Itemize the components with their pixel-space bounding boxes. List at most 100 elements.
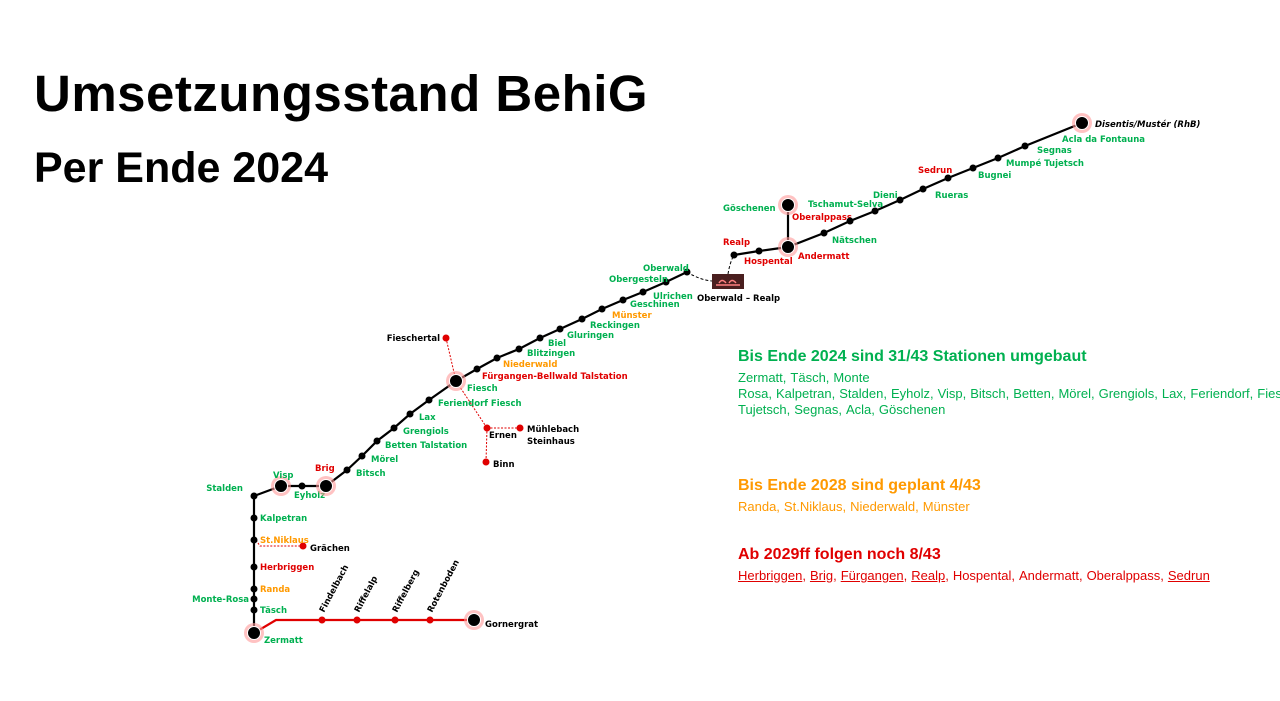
summary-planned-heading: Bis Ende 2028 sind geplant 4/43 [738, 477, 981, 494]
station-entry: Randa, [738, 499, 780, 514]
station-dot [846, 217, 854, 225]
station-entry: Realp [911, 568, 946, 583]
car-train-icon-glyph [716, 279, 740, 286]
station-entry: Grengiols, [1098, 386, 1158, 401]
station-dot [515, 345, 523, 353]
station-label: Geschinen [630, 300, 680, 310]
summary-planned: Bis Ende 2028 sind geplant 4/43 Randa, St… [738, 477, 1198, 515]
station-dot [353, 616, 361, 624]
station-dot [516, 424, 524, 432]
station-label: Visp [273, 471, 294, 481]
station-major-dot [781, 240, 795, 254]
station-dot [373, 437, 381, 445]
station-entry: Mumpé-Tujetsch, [738, 402, 791, 417]
station-label: Herbriggen [260, 563, 314, 573]
station-label: Täsch [260, 606, 287, 616]
station-dot [578, 315, 586, 323]
station-dot [250, 536, 258, 544]
station-label: Münster [612, 311, 652, 321]
station-label: Grächen [310, 544, 350, 554]
station-label: Dieni [873, 191, 898, 201]
station-entry: Fiesch, [1257, 386, 1280, 401]
station-label: Betten Talstation [385, 441, 467, 451]
station-entry: Niederwald, [850, 499, 919, 514]
station-label: Nätschen [832, 236, 877, 246]
station-entry: Kalpetran, [775, 386, 836, 401]
station-dot [482, 458, 490, 466]
station-entry: Brig [809, 568, 834, 583]
station-label: Segnas [1037, 146, 1072, 156]
station-major-dot [247, 626, 261, 640]
station-label: Randa [260, 585, 290, 595]
station-label: Biel [548, 339, 566, 349]
station-label: Riffelalp [353, 575, 380, 615]
summary-done: Bis Ende 2024 sind 31/43 Stationen umgeb… [738, 348, 1280, 418]
summary-later: Ab 2029ff folgen noch 8/43 Herbriggen, Br… [738, 546, 1210, 584]
station-label: Reckingen [590, 321, 640, 331]
station-label: Andermatt [798, 252, 849, 262]
station-entry: Hospental, [952, 568, 1015, 583]
station-dot [969, 164, 977, 172]
station-dot [250, 514, 258, 522]
station-major-dot [449, 374, 463, 388]
station-dot [662, 278, 670, 286]
station-dot [598, 305, 606, 313]
station-dot [619, 296, 627, 304]
station-label: Zermatt [264, 636, 303, 646]
station-entry: Visp, [937, 386, 967, 401]
station-entry: , [833, 568, 837, 583]
station-label: Findelbach [318, 563, 351, 614]
car-train-icon [712, 274, 744, 289]
station-entry: Fürgangen [840, 568, 904, 583]
page-title: Umsetzungsstand BehiG [34, 65, 649, 122]
station-dot [1021, 142, 1029, 150]
station-label: Monte-Rosa [192, 595, 249, 605]
station-dot [250, 595, 258, 603]
page-subtitle: Per Ende 2024 [34, 144, 329, 192]
station-label: Mörel [371, 455, 398, 465]
summary-later-heading: Ab 2029ff folgen noch 8/43 [738, 546, 941, 563]
station-label: Ernen [489, 431, 517, 441]
station-label: Acla da Fontauna [1062, 135, 1145, 145]
station-entry: Eyholz, [890, 386, 934, 401]
station-entry: Betten, [1013, 386, 1055, 401]
station-label: Brig [315, 464, 335, 474]
station-entry: Segnas, [794, 402, 842, 417]
station-entry: St.Niklaus, [783, 499, 847, 514]
station-dot [730, 251, 738, 259]
station-dot [406, 410, 414, 418]
station-entry: Andermatt, [1018, 568, 1083, 583]
station-label: Gluringen [567, 331, 614, 341]
station-label: Mumpé Tujetsch [1006, 158, 1084, 169]
station-entry: Täsch, [790, 370, 830, 385]
station-label: Fürgangen-Bellwald Talstation [482, 372, 628, 382]
station-entry: Feriendorf, [1190, 386, 1254, 401]
station-entry: , [802, 568, 806, 583]
station-label: Oberalppass [792, 213, 852, 223]
station-dot [390, 424, 398, 432]
station-entry: Bitsch, [970, 386, 1010, 401]
station-dot [639, 288, 647, 296]
station-label: Realp [723, 238, 750, 248]
station-dot [493, 354, 501, 362]
station-dot [483, 424, 491, 432]
station-dot [919, 185, 927, 193]
station-label: Steinhaus [527, 437, 575, 447]
tunnel-dashed-line [727, 254, 735, 275]
station-dot [755, 247, 763, 255]
station-label: Göschenen [723, 204, 776, 214]
station-entry: Lax, [1161, 386, 1187, 401]
summary-done-heading: Bis Ende 2024 sind 31/43 Stationen umgeb… [738, 348, 1087, 365]
station-dot [250, 563, 258, 571]
station-entry: Mörel, [1058, 386, 1095, 401]
station-dot [820, 229, 828, 237]
station-entry: , [945, 568, 949, 583]
summary-later-list: Herbriggen, Brig, Fürgangen, Realp, Hospenta… [738, 568, 1210, 584]
station-dot [426, 616, 434, 624]
station-entry: Sedrun [1167, 568, 1210, 583]
station-entry: , [903, 568, 908, 583]
station-label: Eyholz [294, 491, 325, 501]
station-major-dot [319, 479, 333, 493]
station-entry: Herbriggen [738, 568, 803, 583]
station-dot [442, 334, 450, 342]
